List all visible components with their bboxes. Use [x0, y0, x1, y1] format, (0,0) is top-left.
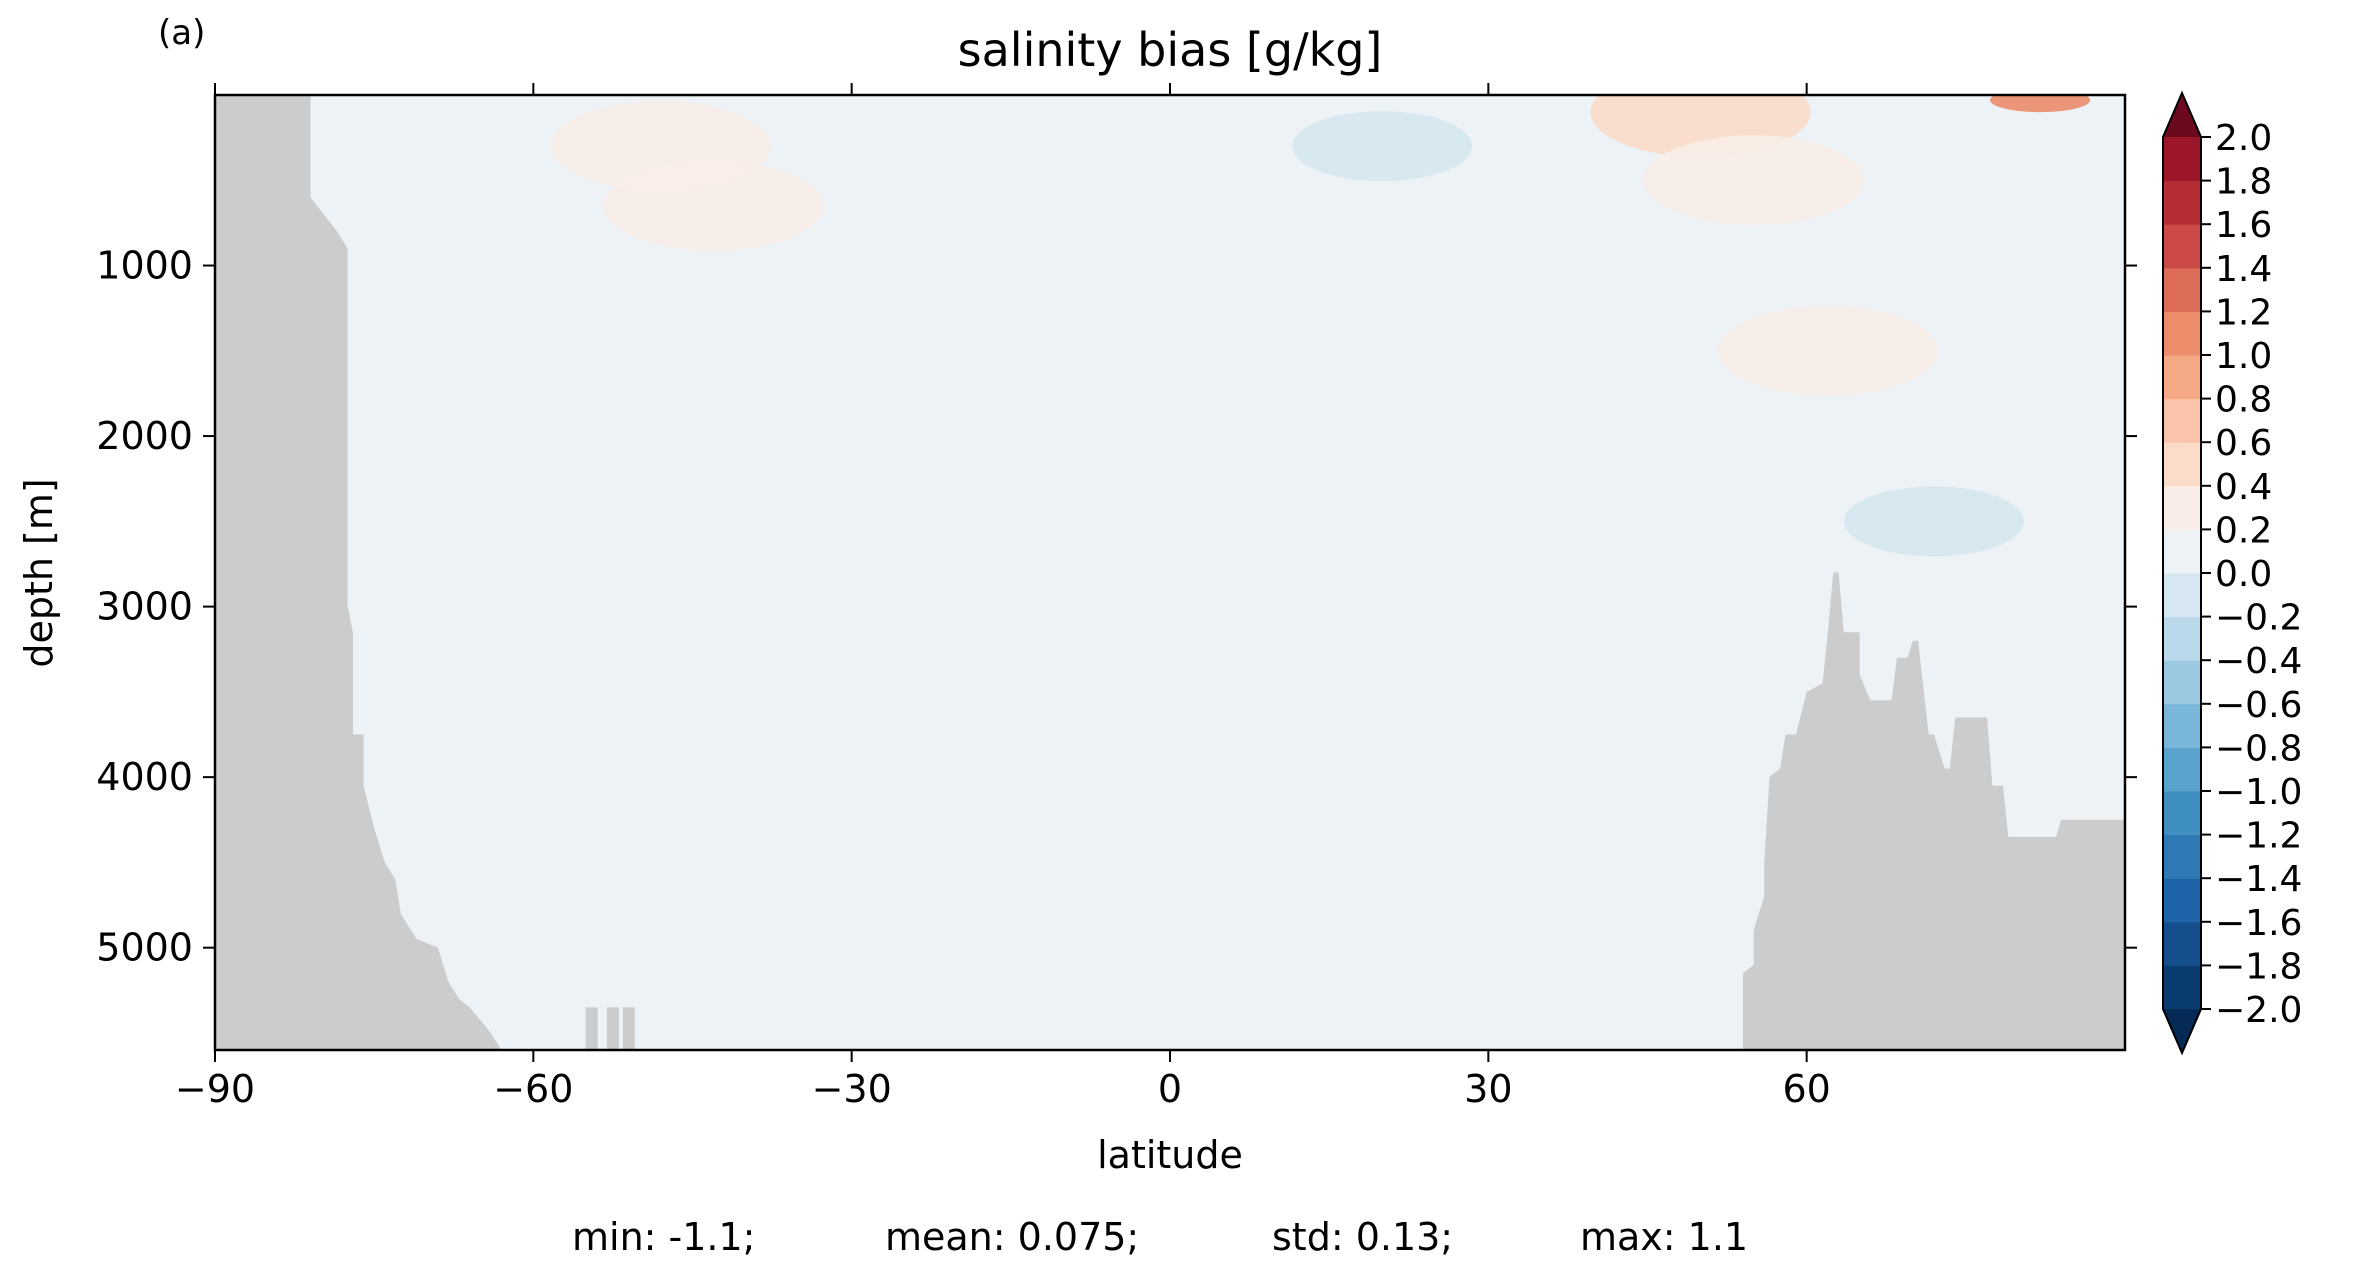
colorbar-segment [2163, 529, 2201, 574]
anomaly-patch [1844, 486, 2024, 557]
colorbar-extend-high [2163, 93, 2201, 137]
stat-max: max: 1.1 [1580, 1215, 1748, 1259]
y-tick-label: 3000 [96, 585, 193, 629]
colorbar-segment [2163, 180, 2201, 225]
colorbar-segment [2163, 573, 2201, 618]
x-tick-label: 0 [1158, 1067, 1182, 1111]
stat-std: std: 0.13; [1272, 1215, 1453, 1259]
x-axis-label: latitude [1097, 1133, 1243, 1177]
colorbar-segment [2163, 660, 2201, 705]
y-tick-label: 4000 [96, 755, 193, 799]
colorbar-tick-label: 0.4 [2215, 467, 2272, 508]
ridge-land [606, 1007, 619, 1050]
y-tick-label: 5000 [96, 926, 193, 970]
colorbar-segment [2163, 791, 2201, 836]
colorbar-tick-label: −0.2 [2215, 598, 2302, 639]
x-tick-label: 60 [1782, 1067, 1830, 1111]
x-axis: −90 −60 −30 0 30 60 [175, 83, 1831, 1111]
ridge-land [585, 1007, 598, 1050]
colorbar-segment [2163, 747, 2201, 792]
colorbar-segment [2163, 485, 2201, 530]
colorbar-segment [2163, 355, 2201, 400]
colorbar-tick-label: −0.6 [2215, 685, 2302, 726]
colorbar-tick-label: 0.8 [2215, 380, 2272, 421]
north-land [1743, 572, 2125, 1050]
y-axis-label: depth [m] [17, 478, 61, 667]
colorbar-segment [2163, 311, 2201, 356]
x-tick-label: −90 [175, 1067, 255, 1111]
colorbar-tick-label: −2.0 [2215, 990, 2302, 1031]
colorbar-segment [2163, 267, 2201, 312]
anomaly-patch [1717, 305, 1938, 396]
colorbar-segment [2163, 878, 2201, 923]
colorbar-tick-label: 0.2 [2215, 510, 2272, 551]
colorbar: −2.0−1.8−1.6−1.4−1.2−1.0−0.8−0.6−0.4−0.2… [2162, 90, 2302, 1056]
colorbar-tick-label: 1.8 [2215, 162, 2272, 203]
colorbar-tick-label: 1.6 [2215, 205, 2272, 246]
colorbar-tick-label: −0.4 [2215, 641, 2302, 682]
stat-mean: mean: 0.075; [885, 1215, 1139, 1259]
colorbar-tick-label: −0.8 [2215, 728, 2302, 769]
colorbar-segment [2163, 834, 2201, 879]
x-tick-label: 30 [1464, 1067, 1512, 1111]
colorbar-tick-label: 0.6 [2215, 423, 2272, 464]
colorbar-tick-label: −1.4 [2215, 859, 2302, 900]
anomaly-patch [1990, 95, 2091, 113]
anomaly-patch [1292, 111, 1473, 182]
y-axis: 1000 2000 3000 4000 5000 [96, 244, 2137, 970]
colorbar-tick-label: −1.8 [2215, 946, 2302, 987]
anomaly-layer [550, 95, 2091, 557]
colorbar-segment [2163, 398, 2201, 443]
colorbar-tick-label: 0.0 [2215, 554, 2272, 595]
colorbar-segment [2163, 965, 2201, 1010]
colorbar-segment [2163, 616, 2201, 661]
anomaly-patch [1643, 135, 1864, 226]
panel-label: (a) [158, 13, 205, 53]
stats-line: min: -1.1; mean: 0.075; std: 0.13; max: … [572, 1215, 1748, 1259]
colorbar-segment [2163, 224, 2201, 269]
ridge-land [622, 1007, 635, 1050]
colorbar-tick-label: −1.6 [2215, 903, 2302, 944]
land-layer [215, 95, 2125, 1050]
anomaly-patch [603, 160, 824, 251]
chart-title: salinity bias [g/kg] [958, 23, 1383, 77]
colorbar-tick-label: 1.2 [2215, 292, 2272, 333]
colorbar-tick-label: 2.0 [2215, 118, 2272, 159]
south-land [215, 95, 502, 1050]
x-tick-label: −30 [812, 1067, 892, 1111]
y-tick-label: 1000 [96, 244, 193, 288]
colorbar-segment [2163, 137, 2201, 182]
colorbar-tick-label: −1.0 [2215, 772, 2302, 813]
colorbar-tick-label: 1.4 [2215, 249, 2272, 290]
x-tick-label: −60 [493, 1067, 573, 1111]
stat-min: min: -1.1; [572, 1215, 756, 1259]
colorbar-segment [2163, 442, 2201, 487]
colorbar-tick-label: 1.0 [2215, 336, 2272, 377]
colorbar-segment [2163, 703, 2201, 748]
colorbar-tick-label: −1.2 [2215, 816, 2302, 857]
colorbar-extend-low [2163, 1009, 2201, 1053]
plot-area [215, 95, 2125, 1050]
y-tick-label: 2000 [96, 414, 193, 458]
colorbar-segment [2163, 921, 2201, 966]
